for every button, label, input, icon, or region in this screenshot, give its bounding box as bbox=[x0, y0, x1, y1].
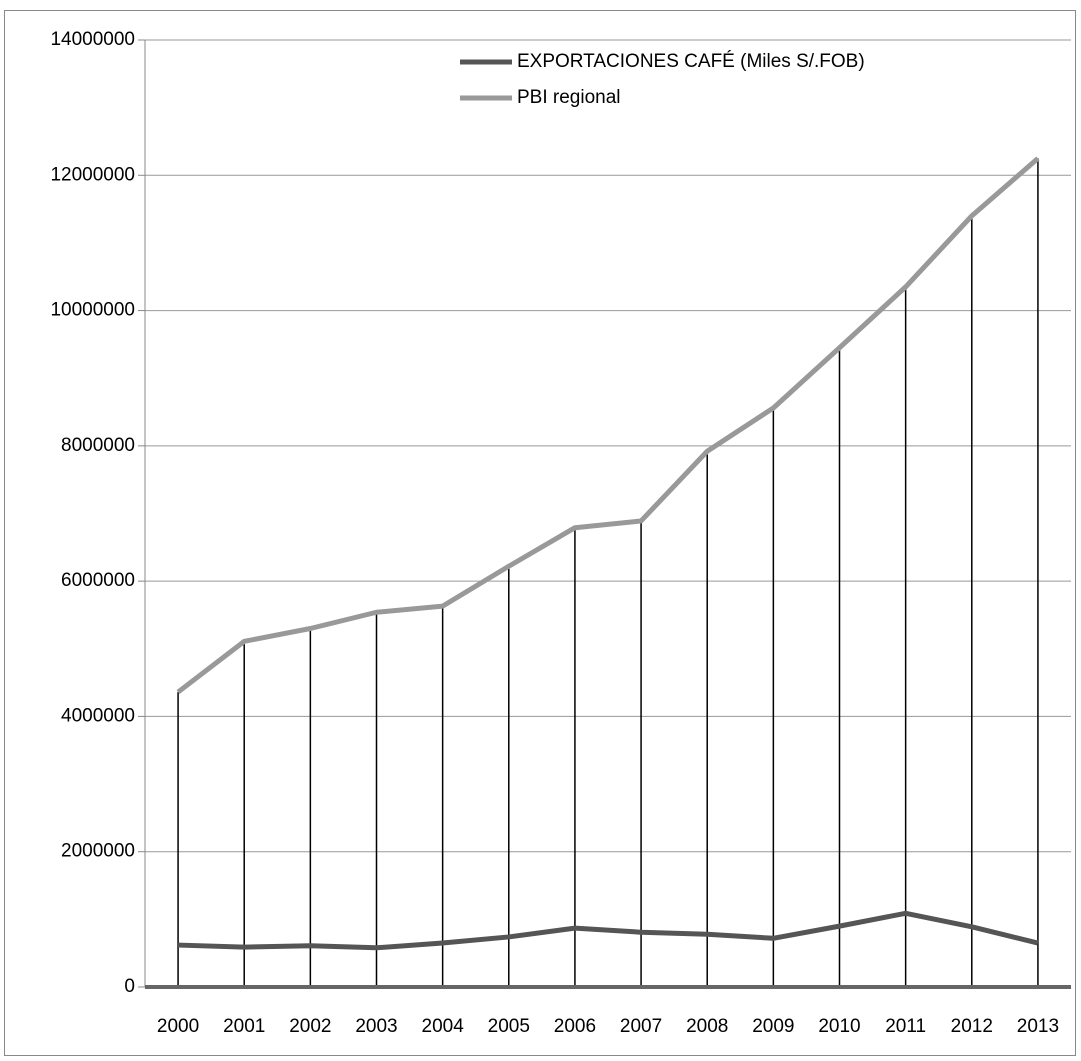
series-line bbox=[176, 156, 1040, 695]
y-tick-label: 12000000 bbox=[50, 164, 135, 185]
x-tick-label: 2004 bbox=[422, 1016, 465, 1037]
series-line bbox=[177, 910, 1039, 951]
x-tick-label: 2013 bbox=[1017, 1016, 1059, 1037]
y-tick-label: 10000000 bbox=[50, 300, 135, 321]
chart-frame bbox=[4, 10, 1076, 1056]
y-tick-label: 8000000 bbox=[61, 435, 135, 456]
x-tick-label: 2010 bbox=[818, 1016, 860, 1037]
x-tick-label: 2000 bbox=[157, 1016, 199, 1037]
y-tick-label: 4000000 bbox=[61, 705, 135, 726]
x-tick-label: 2002 bbox=[289, 1016, 331, 1037]
x-tick-label: 2003 bbox=[355, 1016, 397, 1037]
x-tick-label: 2011 bbox=[885, 1016, 926, 1037]
x-tick-label: 2012 bbox=[951, 1016, 993, 1037]
y-tick-label: 2000000 bbox=[61, 841, 135, 862]
x-tick-label: 2007 bbox=[620, 1016, 662, 1037]
x-tick-label: 2006 bbox=[554, 1016, 596, 1037]
x-tick-label: 2001 bbox=[223, 1016, 265, 1037]
x-tick-label: 2008 bbox=[686, 1016, 728, 1037]
y-tick-label: 6000000 bbox=[61, 570, 135, 591]
y-tick-label: 0 bbox=[124, 976, 135, 997]
legend-label: EXPORTACIONES CAFÉ (Miles S/.FOB) bbox=[517, 51, 865, 72]
x-tick-label: 2005 bbox=[488, 1016, 530, 1037]
y-tick-label: 14000000 bbox=[50, 29, 135, 50]
legend-label: PBI regional bbox=[517, 87, 621, 108]
x-tick-label: 2009 bbox=[752, 1016, 794, 1037]
